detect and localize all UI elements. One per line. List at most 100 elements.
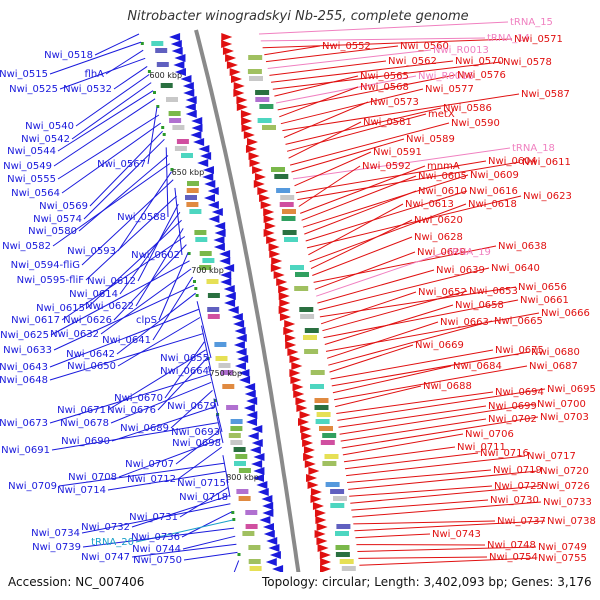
- left-gene-label: Nwi_0744: [132, 544, 181, 555]
- plus-strand-gene: [249, 159, 261, 167]
- right-leader-line: [336, 391, 494, 414]
- category-block-left: [233, 447, 246, 452]
- right-leader-line: [294, 151, 372, 187]
- category-block-left: [248, 559, 261, 564]
- category-block-left: [166, 97, 178, 102]
- category-block-right: [255, 97, 270, 102]
- plus-strand-gene: [293, 390, 305, 398]
- left-leader-line: [182, 535, 236, 550]
- left-leader-line: [53, 284, 195, 351]
- category-block-right: [279, 202, 294, 207]
- left-leader-line: [86, 219, 182, 309]
- category-block-right: [320, 440, 335, 445]
- left-leader-line: [131, 495, 230, 528]
- left-leader-line: [83, 138, 165, 220]
- minus-strand-gene: [237, 355, 249, 363]
- category-block-left: [220, 370, 233, 375]
- right-gene-label: tRNA_14: [487, 33, 530, 44]
- right-leader-line: [325, 312, 540, 352]
- right-leader-line: [289, 122, 450, 166]
- minus-strand-gene: [174, 54, 186, 62]
- right-leader-line: [276, 75, 417, 104]
- left-leader-line: [117, 317, 201, 367]
- left-leader-line: [135, 228, 184, 307]
- plus-strand-gene: [287, 348, 299, 356]
- right-leader-line: [331, 351, 530, 387]
- minus-strand-gene: [211, 208, 223, 216]
- right-gene-label: Nwi_0706: [465, 429, 514, 440]
- category-block-right: [257, 118, 272, 123]
- category-block-left: [207, 293, 220, 298]
- right-gene-label: Nwi_0589: [406, 134, 455, 145]
- gc-marker: [194, 287, 198, 290]
- left-leader-line: [113, 65, 148, 90]
- left-leader-line: [170, 390, 213, 429]
- right-gene-label: Nwi_0620: [414, 215, 463, 226]
- gc-marker: [153, 91, 156, 94]
- minus-strand-gene: [246, 418, 258, 426]
- left-leader-line: [116, 292, 196, 355]
- right-gene-label: Nwi_0733: [543, 497, 592, 508]
- category-block-left: [206, 279, 219, 284]
- category-block-left: [202, 258, 215, 263]
- gc-marker: [237, 553, 241, 556]
- gc-marker: [213, 399, 217, 402]
- left-gene-label: Nwi_0632: [50, 329, 99, 340]
- right-gene-label: Nwi_0726: [541, 481, 590, 492]
- scale-mark-label: 700 kbp: [191, 266, 224, 275]
- minus-strand-gene: [185, 110, 197, 118]
- right-gene-label: tRNA_19: [448, 247, 491, 258]
- minus-strand-gene: [243, 404, 255, 412]
- plus-strand-gene: [273, 271, 285, 279]
- right-gene-label: Nwi_0665: [494, 316, 543, 327]
- minus-strand-gene: [213, 243, 225, 251]
- right-leader-line: [351, 499, 489, 511]
- right-leader-line: [343, 446, 456, 463]
- right-gene-label: Nwi_0661: [520, 295, 569, 306]
- category-block-left: [236, 489, 249, 494]
- right-gene-label: Nwi_0573: [370, 97, 419, 108]
- right-gene-label: Nwi_0591: [373, 147, 422, 158]
- minus-strand-gene: [174, 68, 186, 76]
- category-block-right: [319, 426, 333, 431]
- right-leader-line: [357, 546, 537, 552]
- right-gene-label: Nwi_0666: [541, 308, 590, 319]
- plus-strand-gene: [289, 355, 301, 363]
- left-leader-line: [89, 130, 163, 207]
- plus-strand-gene: [263, 229, 275, 237]
- right-leader-line: [313, 245, 497, 283]
- right-gene-label: Nwi_0688: [423, 381, 472, 392]
- category-block-right: [281, 216, 296, 221]
- category-block-right: [303, 335, 317, 340]
- category-block-right: [330, 489, 345, 494]
- right-gene-label: Nwi_0700: [537, 399, 586, 410]
- left-gene-label: Nwi_0532: [63, 84, 112, 95]
- right-gene-label: Nwi_0570: [455, 56, 504, 67]
- right-gene-label: Nwi_0611: [522, 157, 571, 168]
- plus-strand-gene: [283, 327, 295, 335]
- minus-strand-gene: [259, 516, 271, 524]
- left-gene-label: Nwi_0555: [7, 174, 56, 185]
- left-gene-label: tRNA_20: [91, 537, 134, 548]
- left-gene-label: Nwi_0622: [85, 301, 134, 312]
- left-gene-label: Nwi_0641: [102, 335, 151, 346]
- right-leader-line: [304, 190, 417, 235]
- minus-strand-gene: [249, 446, 261, 454]
- left-gene-label: Nwi_0707: [125, 459, 174, 470]
- right-leader-line: [267, 49, 432, 69]
- category-block-right: [271, 167, 285, 172]
- left-leader-line: [57, 90, 154, 152]
- right-leader-line: [352, 501, 542, 518]
- category-block-left: [234, 461, 246, 466]
- category-block-left: [222, 384, 235, 389]
- scale-mark-label: 650 kbp: [172, 168, 205, 177]
- plus-strand-gene: [269, 250, 281, 258]
- minus-strand-gene: [257, 488, 269, 496]
- right-gene-label: tRNA_15: [510, 17, 553, 28]
- minus-strand-gene: [224, 292, 236, 300]
- right-leader-line: [332, 365, 452, 394]
- minus-strand-gene: [214, 229, 226, 237]
- right-leader-line: [274, 75, 359, 97]
- right-leader-line: [341, 416, 539, 449]
- category-block-right: [299, 307, 314, 312]
